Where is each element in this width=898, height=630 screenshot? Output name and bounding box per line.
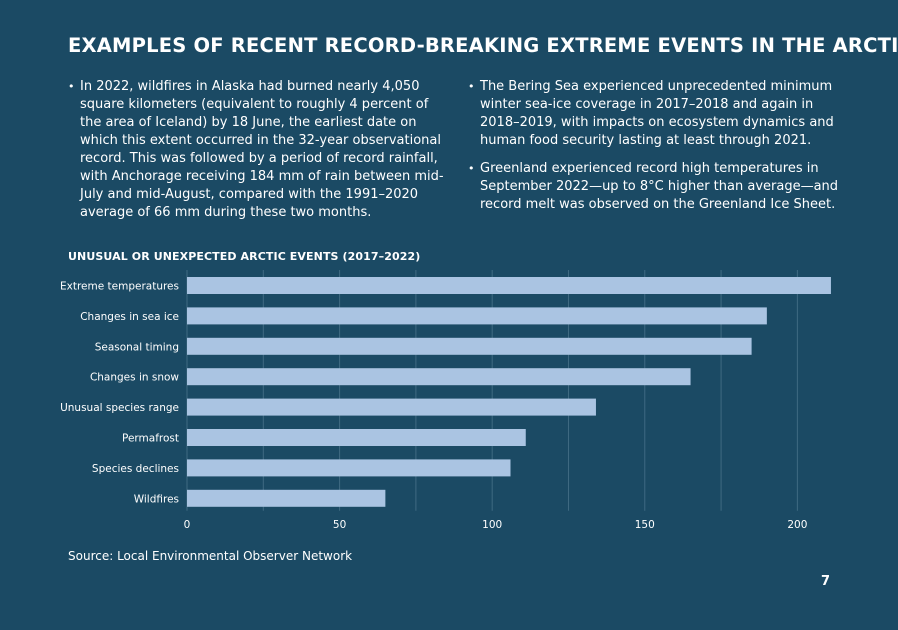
bullet-bering-sea: The Bering Sea experienced unprecedented… [468, 78, 840, 150]
bar-extreme-temperatures [187, 277, 831, 294]
x-tick-label-200: 200 [787, 519, 807, 531]
bar-changes-in-snow [187, 368, 691, 386]
bar-unusual-species-range [187, 398, 596, 416]
category-label-changes-in-sea-ice: Changes in sea ice [80, 311, 179, 323]
x-tick-label-0: 0 [184, 519, 191, 531]
category-label-species-declines: Species declines [92, 463, 179, 475]
bullet-list-left: In 2022, wildfires in Alaska had burned … [68, 78, 452, 232]
source-note: Source: Local Environmental Observer Net… [68, 549, 353, 563]
bar-permafrost [187, 429, 526, 446]
chart-x-tick-labels: 0 50 100 150 200 [184, 519, 808, 531]
bar-wildfires [187, 489, 386, 507]
chart-bars [187, 277, 831, 507]
category-label-seasonal-timing: Seasonal timing [95, 341, 179, 353]
category-label-extreme-temperatures: Extreme temperatures [60, 281, 179, 293]
bullet-alaska-wildfires: In 2022, wildfires in Alaska had burned … [68, 78, 452, 222]
category-label-permafrost: Permafrost [122, 433, 179, 445]
bar-chart: Extreme temperatures Changes in sea ice Se… [60, 270, 831, 531]
x-tick-label-100: 100 [482, 519, 502, 531]
bullet-list-right: The Bering Sea experienced unprecedented… [468, 78, 840, 224]
bar-seasonal-timing [187, 337, 752, 355]
bullet-greenland: Greenland experienced record high temper… [468, 160, 840, 214]
page-number: 7 [821, 574, 831, 589]
category-label-wildfires: Wildfires [134, 493, 179, 505]
chart-category-labels: Extreme temperatures Changes in sea ice Se… [60, 281, 179, 506]
x-tick-label-50: 50 [333, 519, 346, 531]
x-tick-label-150: 150 [635, 519, 655, 531]
page-title: EXAMPLES OF RECENT RECORD-BREAKING EXTRE… [68, 34, 898, 57]
chart-title: UNUSUAL OR UNEXPECTED ARCTIC EVENTS (201… [68, 250, 421, 263]
bar-changes-in-sea-ice [187, 307, 767, 325]
category-label-changes-in-snow: Changes in snow [90, 372, 179, 384]
bar-species-declines [187, 459, 511, 477]
category-label-unusual-species-range: Unusual species range [60, 402, 179, 414]
